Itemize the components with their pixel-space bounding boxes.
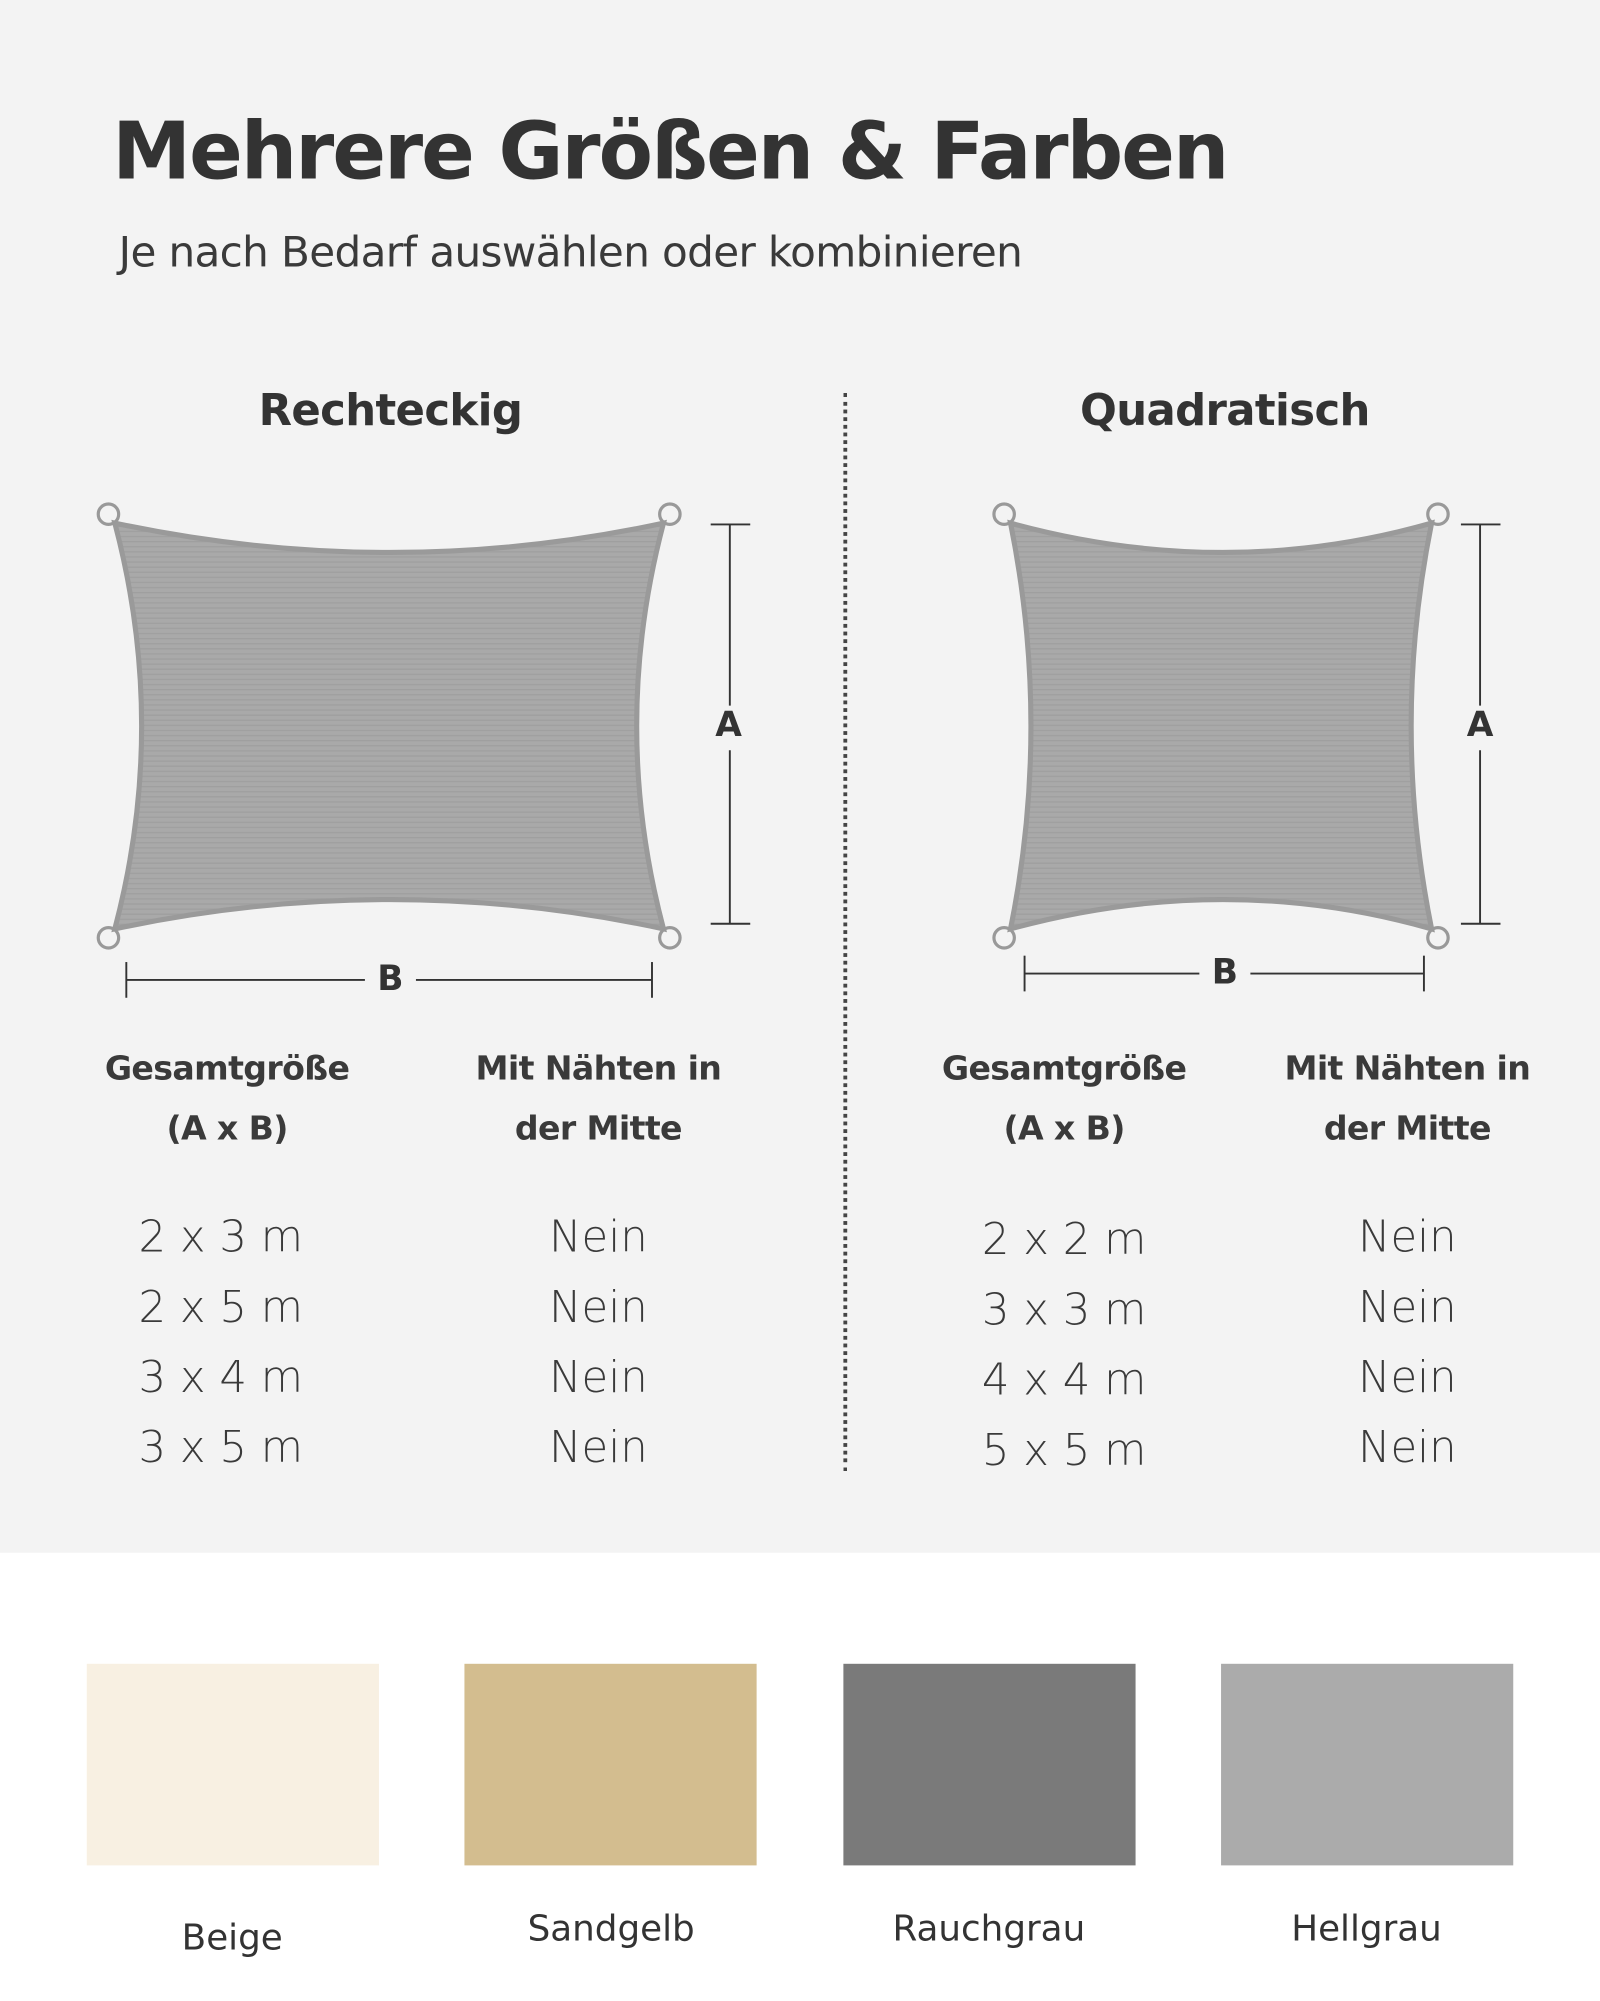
header-line: Mit Nähten in [1284,1050,1531,1089]
dimension-b-line [125,962,653,998]
seams-column: Nein Nein Nein Nein [1358,1203,1457,1484]
color-label: Sandgelb [527,1907,695,1950]
section-title-rectangular: Rechteckig [258,385,523,437]
shade-sail-diagrams [96,502,1501,998]
page-title: Mehrere Größen & Farben [112,104,1229,198]
ring-icon [658,502,682,526]
ring-icon [96,925,121,950]
seams-value: Nein [1357,1352,1457,1404]
dimension-a-line [1460,523,1501,925]
size-value: 5 x 5 m [981,1425,1147,1477]
size-value: 3 x 5 m [138,1422,303,1474]
size-value: 4 x 4 m [981,1355,1147,1407]
header-seams: Mit Nähten in der Mitte [1284,1040,1530,1160]
size-value: 3 x 3 m [981,1284,1147,1336]
header-line: (A x B) [166,1110,288,1149]
ring-icon [992,502,1016,526]
header-line: Gesamtgröße [941,1050,1187,1089]
header-line: der Mitte [1323,1110,1492,1149]
ring-icon [1426,502,1450,526]
section-title-square: Quadratisch [1079,385,1370,437]
size-column: 2 x 3 m 2 x 5 m 3 x 4 m 3 x 5 m [138,1203,303,1484]
color-label: Beige [181,1916,283,1959]
seams-value: Nein [1357,1282,1457,1334]
dimension-a-line [710,523,751,925]
seams-value: Nein [1357,1212,1457,1264]
ring-icon [1426,925,1450,950]
header-line: (A x B) [1003,1110,1125,1149]
dimension-a-label: A [1466,705,1494,746]
color-label: Hellgrau [1291,1907,1442,1950]
ring-icon [96,502,121,526]
color-swatch-sandgelb[interactable] [464,1663,757,1866]
size-value: 2 x 5 m [138,1282,303,1334]
seams-value: Nein [549,1282,648,1334]
seams-value: Nein [549,1422,648,1474]
dimension-b-label: B [1211,953,1239,993]
ring-icon [658,925,682,950]
page-subtitle: Je nach Bedarf auswählen oder kombiniere… [118,227,1023,277]
header-total-size: Gesamtgröße (A x B) [105,1040,350,1160]
size-column: 2 x 2 m 3 x 3 m 4 x 4 m 5 x 5 m [982,1206,1147,1487]
ring-icon [992,925,1016,950]
color-label: Rauchgrau [892,1907,1086,1950]
rectangular-sail-illustration [96,502,751,998]
header-total-size: Gesamtgröße (A x B) [942,1040,1187,1160]
header-line: Mit Nähten in [475,1050,722,1089]
color-swatch-hellgrau[interactable] [1221,1663,1514,1866]
dimension-a-label: A [715,705,742,746]
header-seams: Mit Nähten in der Mitte [476,1040,722,1160]
seams-value: Nein [549,1212,648,1264]
color-swatch-beige[interactable] [86,1663,379,1866]
size-value: 2 x 2 m [981,1214,1147,1266]
size-value: 2 x 3 m [138,1212,303,1264]
dimension-b-line [1023,955,1425,992]
seams-value: Nein [549,1352,648,1404]
color-swatch-rauchgrau[interactable] [843,1663,1136,1866]
dotted-divider [843,392,848,1472]
header-line: der Mitte [514,1110,683,1149]
seams-column: Nein Nein Nein Nein [549,1203,648,1484]
dimension-b-label: B [377,959,404,1000]
size-value: 3 x 4 m [138,1352,303,1404]
seams-value: Nein [1357,1422,1457,1474]
header-line: Gesamtgröße [104,1050,350,1089]
square-sail-illustration [992,502,1501,992]
